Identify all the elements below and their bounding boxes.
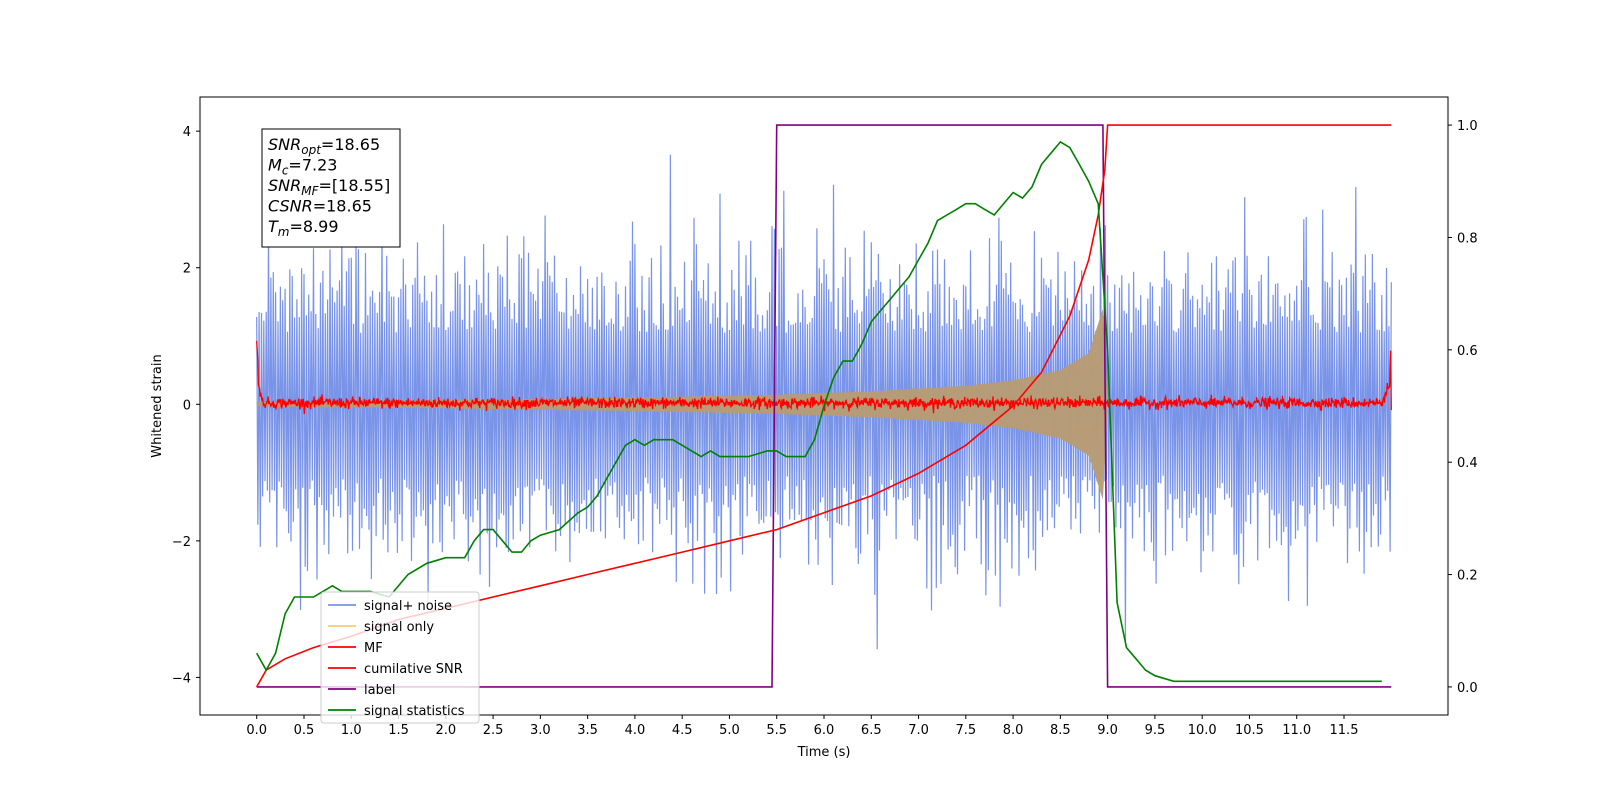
annotation-value: =7.23 [288,156,337,175]
annotation-symbol: CSNR [268,197,313,216]
plot-area [256,124,1392,688]
x-tick-label: 3.0 [530,723,551,738]
annotation-value: =[18.55] [319,176,391,195]
x-tick-label: 10.5 [1235,723,1264,738]
x-tick-label: 0.5 [294,723,315,738]
legend-frame [320,591,480,724]
annotation-symbol: T [268,217,279,236]
annotation-value: =8.99 [289,217,338,236]
y-tick-label: −2 [172,535,191,550]
annotation-subscript: c [282,164,289,178]
x-tick-label: 9.0 [1097,723,1118,738]
y-tick-label: −4 [172,671,191,686]
annotation-symbol: M [268,156,282,175]
x-axis-label: Time (s) [797,745,851,760]
x-tick-label: 2.0 [435,723,456,738]
legend-label: signal statistics [364,704,465,719]
legend-label: MF [364,641,383,656]
annotation-line: Tm=8.99 [268,217,339,239]
x-tick-label: 7.5 [955,723,976,738]
annotation-line: CSNR=18.65 [268,197,372,216]
y2-tick-label: 0.8 [1457,231,1478,246]
legend-label: signal only [364,620,434,635]
annotation-frame [261,128,401,248]
x-tick-label: 10.0 [1188,723,1217,738]
annotation-box: SNRopt=18.65Mc=7.23SNRMF=[18.55]CSNR=18.… [261,128,401,248]
x-tick-label: 4.0 [625,723,646,738]
x-tick-label: 9.5 [1145,723,1166,738]
y2-tick-label: 0.4 [1457,456,1478,471]
series-line-signal-noise [256,154,1392,650]
y-tick-label: 4 [183,125,191,140]
y2-tick-label: 0.0 [1457,681,1478,696]
x-tick-label: 0.0 [246,723,267,738]
x-tick-label: 3.5 [577,723,598,738]
x-tick-label: 5.0 [719,723,740,738]
x-tick-label: 1.0 [341,723,362,738]
series-line-mf [256,340,1392,414]
x-tick-label: 1.5 [388,723,409,738]
series-line-label [256,124,1392,688]
legend: signal+ noise signal only MF cumilative SNR… [320,591,480,724]
x-tick-label: 6.5 [861,723,882,738]
annotation-symbol: SNR [268,135,301,154]
y2-tick-label: 1.0 [1457,119,1478,134]
x-tick-label: 11.0 [1282,723,1311,738]
annotation-subscript: m [278,225,290,239]
legend-label: label [364,683,395,698]
y-axis-label: Whitened strain [150,354,165,457]
x-tick-label: 7.0 [908,723,929,738]
y-tick-label: 2 [183,262,191,277]
annotation-value: =18.65 [313,197,372,216]
series-line-signal-statistics [256,140,1382,683]
x-tick-label: 5.5 [766,723,787,738]
x-tick-label: 2.5 [483,723,504,738]
legend-label: cumilative SNR [364,662,463,677]
legend-label: signal+ noise [364,599,452,614]
axes: 0.0 0.5 1.0 1.5 2.0 2.5 3.0 3.5 4.0 4.5 5.0 5.5 6.0 6… [150,119,1478,760]
annotation-subscript: MF [301,184,319,198]
annotation-subscript: opt [301,143,322,157]
y2-tick-label: 0.2 [1457,569,1478,584]
y-tick-label: 0 [183,398,191,413]
x-tick-label: 11.5 [1330,723,1359,738]
annotation-line: SNRopt=18.65 [268,135,380,157]
annotation-line: Mc=7.23 [268,156,337,178]
annotation-line: SNRMF=[18.55] [268,176,390,198]
annotation-symbol: SNR [268,176,301,195]
x-tick-label: 8.5 [1050,723,1071,738]
x-tick-label: 8.0 [1003,723,1024,738]
x-tick-label: 4.5 [672,723,693,738]
y2-tick-label: 0.6 [1457,344,1478,359]
annotation-value: =18.65 [321,135,380,154]
x-tick-label: 6.0 [814,723,835,738]
